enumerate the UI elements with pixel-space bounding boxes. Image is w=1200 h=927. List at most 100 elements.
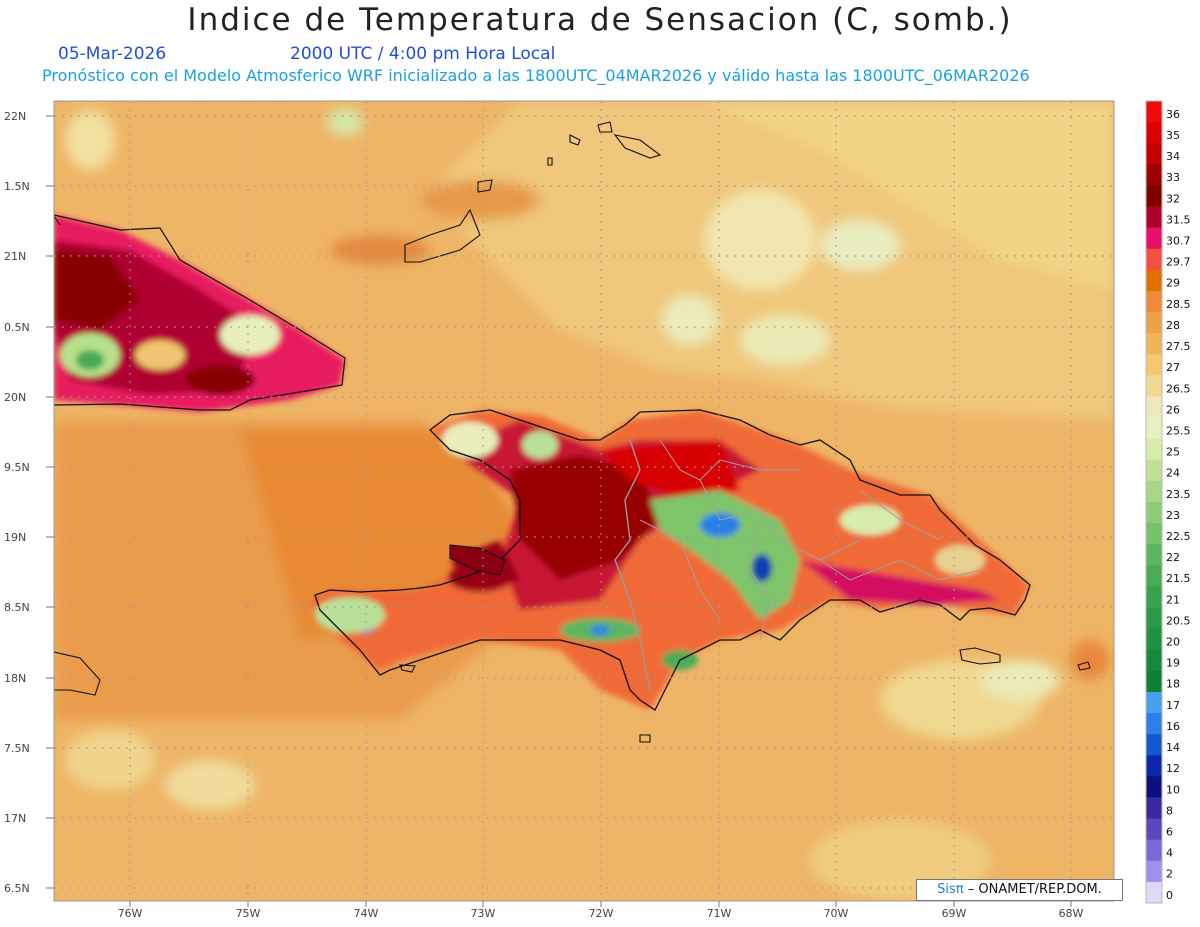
colorbar-label: 22: [1166, 551, 1180, 564]
map-frame: [53, 100, 1115, 902]
lon-label: 69W: [942, 907, 967, 920]
colorbar-label: 24: [1166, 467, 1180, 480]
colorbar-swatch: [1146, 438, 1162, 461]
colorbar-swatch: [1146, 396, 1162, 419]
colorbar: 363534333231.530.729.72928.52827.52726.5…: [1145, 100, 1191, 904]
colorbar-swatch: [1146, 206, 1162, 229]
lon-label: 68W: [1059, 907, 1084, 920]
colorbar-label: 31.5: [1166, 213, 1191, 226]
colorbar-label: 2: [1166, 868, 1173, 881]
colorbar-swatch: [1146, 312, 1162, 334]
lon-label: 75W: [236, 907, 261, 920]
colorbar-label: 21.5: [1166, 572, 1191, 585]
map-title: Indice de Temperatura de Sensacion (C, s…: [187, 2, 1013, 38]
colorbar-label: 35: [1166, 129, 1180, 142]
cuba-heat-zone: [54, 215, 345, 412]
colorbar-swatch: [1146, 691, 1162, 714]
colorbar-label: 25: [1166, 446, 1180, 459]
colorbar-swatch: [1146, 417, 1162, 440]
colorbar-swatch: [1146, 523, 1162, 545]
lat-label: 19N: [4, 531, 26, 544]
latitude-axis: 22N 1.5N 21N 0.5N 20N 9.5N 19N 8.5N 18N …: [4, 110, 30, 895]
lat-ticks: [46, 115, 54, 889]
lat-label: 6.5N: [4, 882, 30, 895]
lat-label: 17N: [4, 812, 26, 825]
lat-label: 8.5N: [4, 601, 30, 614]
colorbar-swatch: [1146, 375, 1162, 397]
lon-label: 71W: [707, 907, 732, 920]
colorbar-label: 16: [1166, 720, 1180, 733]
lat-label: 22N: [4, 110, 26, 123]
colorbar-swatch: [1146, 797, 1162, 820]
colorbar-label: 20: [1166, 636, 1180, 649]
colorbar-swatch: [1146, 290, 1162, 313]
colorbar-swatch: [1146, 227, 1162, 250]
colorbar-swatch: [1146, 776, 1162, 798]
colorbar-swatch: [1146, 607, 1162, 630]
colorbar-label: 25.5: [1166, 424, 1191, 437]
colorbar-label: 20.5: [1166, 614, 1191, 627]
colorbar-swatch: [1146, 459, 1162, 482]
colorbar-swatch: [1146, 544, 1162, 566]
colorbar-label: 21: [1166, 593, 1180, 606]
lat-label: 9.5N: [4, 461, 30, 474]
colorbar-swatch: [1146, 734, 1162, 756]
colorbar-swatch: [1146, 164, 1162, 186]
colorbar-label: 4: [1166, 847, 1173, 860]
small-islands: [54, 121, 1091, 743]
model-info: Pronóstico con el Modelo Atmosferico WRF…: [42, 66, 1030, 85]
hispaniola-coastline: [314, 409, 1031, 711]
colorbar-label: 19: [1166, 657, 1180, 670]
colorbar-label: 14: [1166, 741, 1180, 754]
lon-label: 76W: [118, 907, 143, 920]
colorbar-swatch: [1146, 818, 1162, 841]
colorbar-label: 17: [1166, 699, 1180, 712]
colorbar-swatch: [1146, 185, 1162, 208]
colorbar-swatch: [1146, 101, 1162, 123]
lat-label: 0.5N: [4, 321, 30, 334]
colorbar-swatch: [1146, 248, 1162, 271]
colorbar-label: 26: [1166, 403, 1180, 416]
lon-label: 72W: [589, 907, 614, 920]
lon-label: 70W: [824, 907, 849, 920]
cuba-coastline: [54, 214, 346, 411]
graticule: [54, 101, 1114, 901]
colorbar-swatch: [1146, 143, 1162, 165]
colorbar-swatch: [1146, 565, 1162, 587]
colorbar-label: 34: [1166, 150, 1180, 163]
colorbar-swatch: [1146, 480, 1162, 503]
colorbar-label: 0: [1166, 889, 1173, 902]
colorbar-swatch: [1146, 333, 1162, 355]
colorbar-label: 27.5: [1166, 340, 1191, 353]
colorbar-swatch: [1146, 839, 1162, 862]
lat-label: 20N: [4, 391, 26, 404]
colorbar-swatch: [1146, 670, 1162, 693]
border-line: [614, 439, 651, 691]
colorbar-label: 12: [1166, 762, 1180, 775]
colorbar-label: 23: [1166, 509, 1180, 522]
gonave-island: [449, 544, 506, 576]
colorbar-label: 32: [1166, 192, 1180, 205]
colorbar-label: 6: [1166, 825, 1173, 838]
forecast-date: 05-Mar-2026: [58, 44, 167, 64]
lon-label: 73W: [471, 907, 496, 920]
colorbar-swatch: [1146, 860, 1162, 883]
forecast-time: 2000 UTC / 4:00 pm Hora Local: [290, 44, 556, 64]
colorbar-label: 18: [1166, 678, 1180, 691]
heat-index-field: [54, 101, 1114, 901]
sispi-logo: Sisπ: [937, 882, 964, 897]
lat-label: 18N: [4, 672, 26, 685]
colorbar-swatch: [1146, 122, 1162, 144]
longitude-axis: 76W 75W 74W 73W 72W 71W 70W 69W 68W: [118, 907, 1084, 920]
colorbar-label: 8: [1166, 804, 1173, 817]
colorbar-label: 33: [1166, 171, 1180, 184]
colorbar-swatch: [1146, 628, 1162, 651]
credit-box: Sisπ – ONAMET/REP.DOM.: [916, 879, 1123, 901]
colorbar-label: 26.5: [1166, 382, 1191, 395]
colorbar-swatch: [1146, 713, 1162, 735]
colorbar-swatch: [1146, 502, 1162, 524]
colorbar-label: 30.7: [1166, 235, 1191, 248]
colorbar-label: 22.5: [1166, 530, 1191, 543]
colorbar-label: 29: [1166, 277, 1180, 290]
